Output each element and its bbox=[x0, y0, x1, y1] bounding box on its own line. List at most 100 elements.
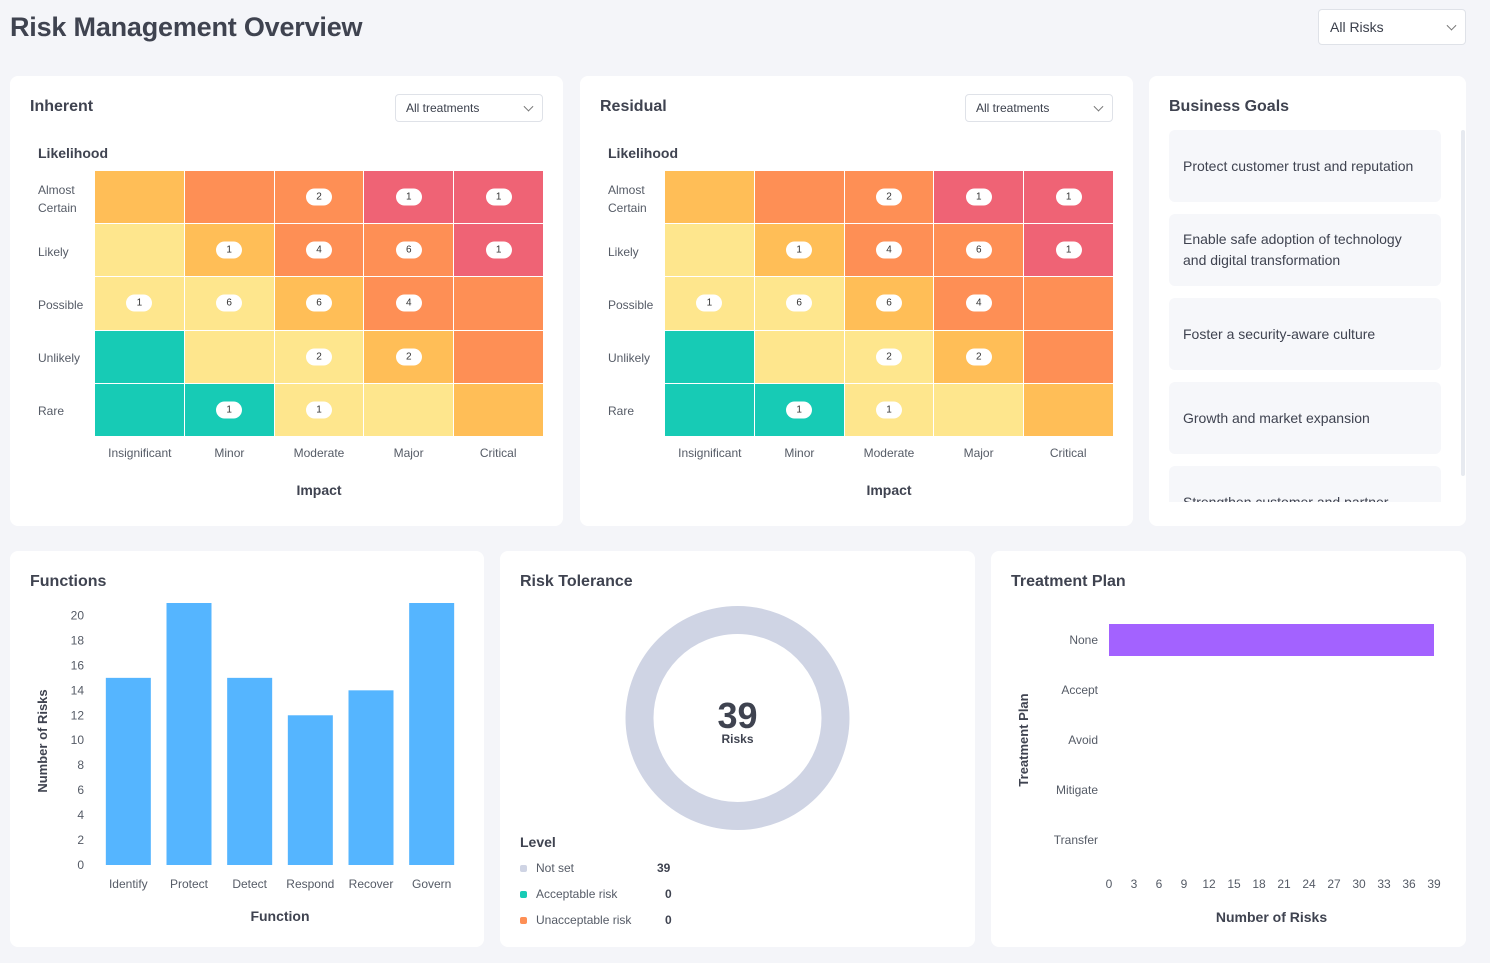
risk-count-badge[interactable]: 1 bbox=[786, 401, 813, 419]
risk-count-badge[interactable]: 2 bbox=[875, 188, 902, 206]
heatmap-cell[interactable] bbox=[454, 383, 543, 436]
heatmap-cell[interactable]: 1 bbox=[1024, 171, 1113, 224]
heatmap-cell[interactable] bbox=[665, 330, 754, 383]
risk-count-badge[interactable]: 4 bbox=[875, 241, 902, 259]
heatmap-cell[interactable]: 1 bbox=[665, 277, 754, 330]
heatmap-cell[interactable] bbox=[665, 171, 754, 224]
legend-item-unacceptable[interactable]: Unacceptable risk 0 bbox=[520, 913, 680, 927]
treatment-filter-select[interactable]: All treatments bbox=[965, 94, 1113, 122]
bar-protect[interactable] bbox=[166, 603, 212, 865]
heatmap-cell[interactable] bbox=[364, 383, 454, 436]
risk-count-badge[interactable]: 1 bbox=[965, 188, 992, 206]
risk-count-badge[interactable]: 1 bbox=[485, 188, 512, 206]
risk-count-badge[interactable]: 2 bbox=[965, 348, 992, 366]
heatmap-cell[interactable]: 6 bbox=[274, 277, 364, 330]
bar-recover[interactable] bbox=[348, 690, 394, 865]
risk-count-badge[interactable]: 1 bbox=[696, 294, 723, 312]
heatmap-cell[interactable]: 1 bbox=[754, 383, 844, 436]
heatmap-cell[interactable]: 6 bbox=[934, 224, 1024, 277]
heatmap-cell[interactable]: 1 bbox=[454, 171, 543, 224]
heatmap-cell[interactable]: 2 bbox=[274, 171, 364, 224]
risk-count-badge[interactable]: 1 bbox=[216, 401, 243, 419]
risk-count-badge[interactable]: 6 bbox=[965, 241, 992, 259]
goals-scrollbar[interactable] bbox=[1461, 130, 1465, 476]
heatmap-cell[interactable]: 1 bbox=[754, 224, 844, 277]
risk-count-badge[interactable]: 1 bbox=[1055, 241, 1082, 259]
heatmap-cell[interactable]: 4 bbox=[364, 277, 454, 330]
bar-identify[interactable] bbox=[105, 677, 151, 865]
risk-filter-select[interactable]: All Risks bbox=[1318, 9, 1466, 45]
bar-govern[interactable] bbox=[409, 603, 455, 865]
heatmap-cell[interactable]: 1 bbox=[934, 171, 1024, 224]
heatmap-cell[interactable] bbox=[184, 171, 274, 224]
heatmap-cell[interactable] bbox=[95, 330, 184, 383]
legend-item-not-set[interactable]: Not set 39 bbox=[520, 861, 680, 875]
business-goal-item[interactable]: Growth and market expansion bbox=[1169, 382, 1441, 454]
heatmap-cell[interactable] bbox=[1024, 277, 1113, 330]
business-goal-item[interactable]: Protect customer trust and reputation bbox=[1169, 130, 1441, 202]
legend-item-acceptable[interactable]: Acceptable risk 0 bbox=[520, 887, 680, 901]
heatmap-cell[interactable]: 6 bbox=[844, 277, 934, 330]
heatmap-cell[interactable] bbox=[454, 330, 543, 383]
risk-count-badge[interactable]: 2 bbox=[875, 348, 902, 366]
heatmap-cell[interactable] bbox=[665, 224, 754, 277]
heatmap-cell[interactable]: 1 bbox=[844, 383, 934, 436]
risk-count-badge[interactable]: 1 bbox=[1055, 188, 1082, 206]
risk-count-badge[interactable]: 1 bbox=[216, 241, 243, 259]
heatmap-cell[interactable]: 1 bbox=[1024, 224, 1113, 277]
heatmap-cell[interactable] bbox=[1024, 383, 1113, 436]
risk-count-badge[interactable]: 1 bbox=[786, 241, 813, 259]
heatmap-cell[interactable]: 2 bbox=[844, 330, 934, 383]
risk-count-badge[interactable]: 2 bbox=[305, 188, 332, 206]
heatmap-cell[interactable]: 1 bbox=[95, 277, 184, 330]
heatmap-cell[interactable] bbox=[95, 383, 184, 436]
business-goal-item[interactable]: Enable safe adoption of technology and d… bbox=[1169, 214, 1441, 286]
heatmap-cell[interactable]: 2 bbox=[844, 171, 934, 224]
heatmap-cell[interactable]: 4 bbox=[844, 224, 934, 277]
heatmap-cell[interactable]: 4 bbox=[274, 224, 364, 277]
heatmap-cell[interactable]: 1 bbox=[454, 224, 543, 277]
heatmap-cell[interactable]: 6 bbox=[754, 277, 844, 330]
donut-ring-not-set[interactable] bbox=[625, 606, 850, 830]
risk-count-badge[interactable]: 1 bbox=[305, 401, 332, 419]
risk-count-badge[interactable]: 1 bbox=[485, 241, 512, 259]
risk-count-badge[interactable]: 6 bbox=[395, 241, 422, 259]
heatmap-cell[interactable]: 1 bbox=[184, 224, 274, 277]
bar-respond[interactable] bbox=[287, 715, 333, 865]
risk-count-badge[interactable]: 2 bbox=[395, 348, 422, 366]
heatmap-cell[interactable]: 2 bbox=[274, 330, 364, 383]
heatmap-cell[interactable] bbox=[754, 330, 844, 383]
heatmap-cell[interactable]: 6 bbox=[364, 224, 454, 277]
heatmap-cell[interactable] bbox=[1024, 330, 1113, 383]
heatmap-cell[interactable] bbox=[665, 383, 754, 436]
risk-count-badge[interactable]: 2 bbox=[305, 348, 332, 366]
bar-detect[interactable] bbox=[227, 677, 273, 865]
risk-count-badge[interactable]: 1 bbox=[875, 401, 902, 419]
business-goal-item[interactable]: Foster a security-aware culture bbox=[1169, 298, 1441, 370]
heatmap-cell[interactable]: 1 bbox=[274, 383, 364, 436]
heatmap-cell[interactable] bbox=[934, 383, 1024, 436]
risk-count-badge[interactable]: 1 bbox=[395, 188, 422, 206]
risk-count-badge[interactable]: 4 bbox=[395, 294, 422, 312]
treatment-filter-select[interactable]: All treatments bbox=[395, 94, 543, 122]
heatmap-cell[interactable]: 1 bbox=[184, 383, 274, 436]
risk-count-badge[interactable]: 6 bbox=[786, 294, 813, 312]
heatmap-cell[interactable] bbox=[95, 224, 184, 277]
risk-count-badge[interactable]: 4 bbox=[305, 241, 332, 259]
business-goal-item[interactable]: Strengthen customer and partner bbox=[1169, 466, 1441, 502]
risk-count-badge[interactable]: 6 bbox=[875, 294, 902, 312]
heatmap-cell[interactable]: 6 bbox=[184, 277, 274, 330]
heatmap-cell[interactable] bbox=[454, 277, 543, 330]
heatmap-cell[interactable]: 2 bbox=[934, 330, 1024, 383]
risk-count-badge[interactable]: 6 bbox=[216, 294, 243, 312]
risk-count-badge[interactable]: 6 bbox=[305, 294, 332, 312]
heatmap-cell[interactable] bbox=[754, 171, 844, 224]
bar-none[interactable] bbox=[1109, 624, 1434, 656]
risk-count-badge[interactable]: 4 bbox=[965, 294, 992, 312]
heatmap-cell[interactable] bbox=[184, 330, 274, 383]
heatmap-cell[interactable] bbox=[95, 171, 184, 224]
heatmap-cell[interactable]: 4 bbox=[934, 277, 1024, 330]
heatmap-cell[interactable]: 2 bbox=[364, 330, 454, 383]
business-goals-list[interactable]: Protect customer trust and reputation Ena… bbox=[1169, 130, 1441, 502]
heatmap-cell[interactable]: 1 bbox=[364, 171, 454, 224]
